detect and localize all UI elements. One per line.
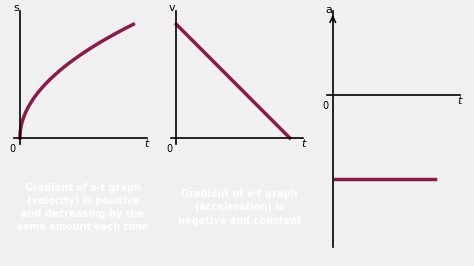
- Text: t: t: [145, 139, 149, 149]
- Text: v: v: [169, 3, 176, 13]
- Text: 0: 0: [322, 101, 328, 111]
- Text: a: a: [325, 5, 332, 15]
- Text: 0: 0: [10, 144, 16, 154]
- Text: t: t: [301, 139, 305, 149]
- Text: t: t: [457, 96, 462, 106]
- Text: s: s: [13, 3, 19, 13]
- Text: Gradient of s-t graph
(velocity) is positive
and decreasing by the
same amount e: Gradient of s-t graph (velocity) is posi…: [17, 183, 149, 232]
- Text: 0: 0: [166, 144, 173, 154]
- Text: Gradient of v-t graph
(acceleration) is
negative and constant: Gradient of v-t graph (acceleration) is …: [178, 189, 301, 226]
